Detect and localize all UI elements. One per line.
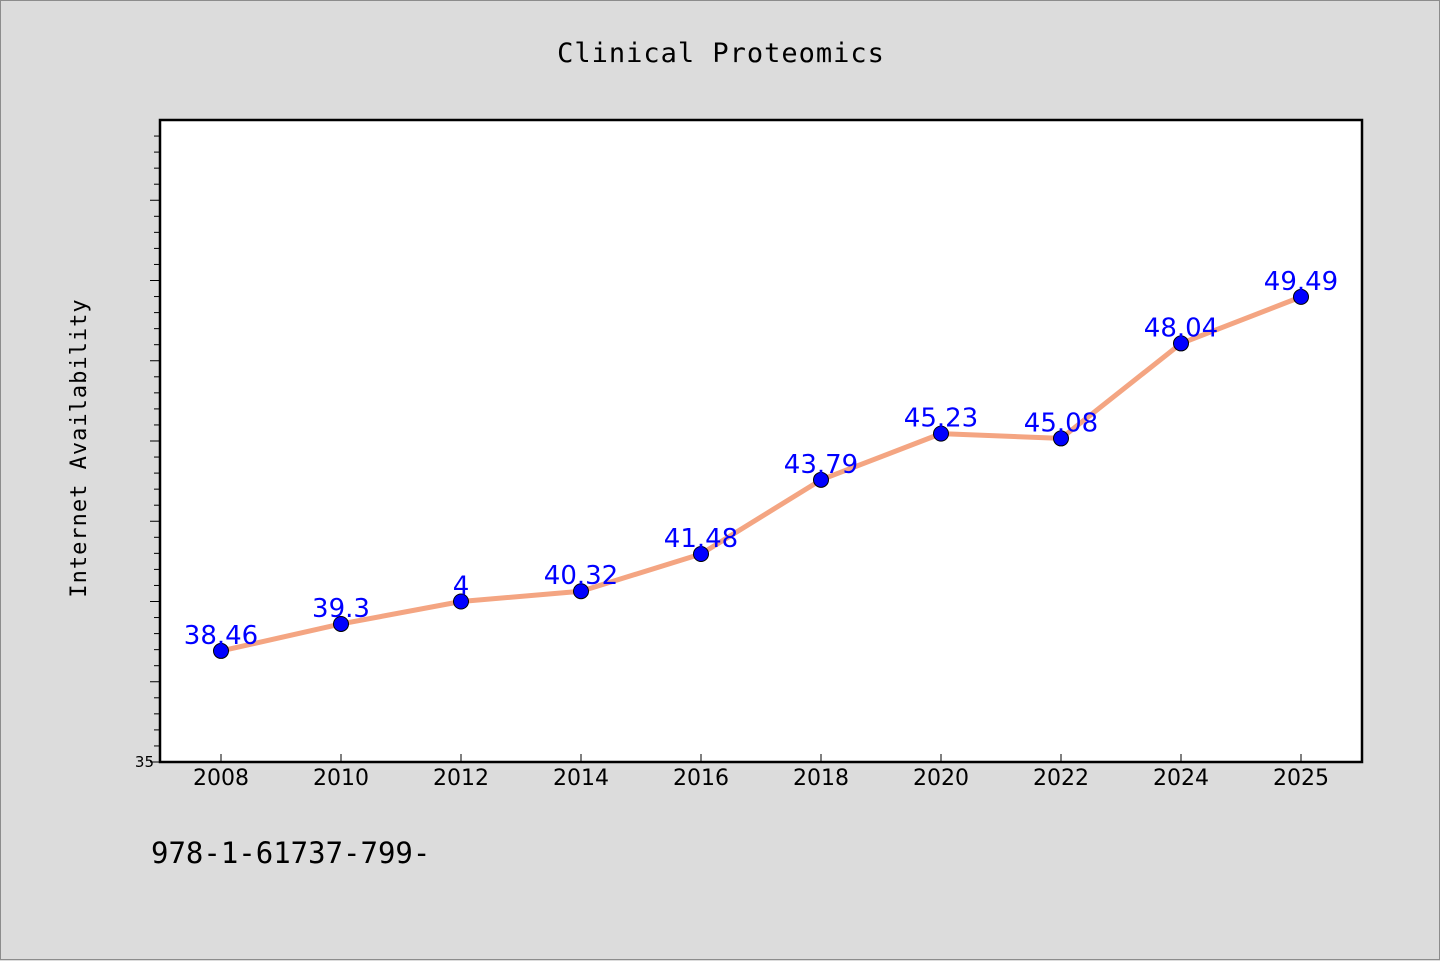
x-tick-label: 2022 [1033,766,1089,791]
data-point [1053,430,1069,447]
y-axis-ticks: 35 [135,135,160,771]
data-point [933,425,949,442]
x-tick-label: 2024 [1153,766,1209,791]
data-label: 39.3 [312,594,370,624]
x-tick-label: 2010 [313,766,369,791]
x-tick-label: 2014 [553,766,609,791]
x-tick-label: 2018 [793,766,849,791]
data-point [693,545,709,562]
data-label: 43.79 [784,450,858,480]
data-label: 41.48 [664,524,738,554]
x-tick-label: 2025 [1273,766,1329,791]
x-tick-label: 2008 [193,766,249,791]
plot-area [158,118,1364,764]
data-point [573,583,589,600]
data-label: 40.32 [544,561,618,591]
data-label: 45.23 [904,404,978,434]
data-label: 4 [453,572,470,602]
data-point [333,615,349,632]
x-tick-label: 2016 [673,766,729,791]
data-point [813,471,829,488]
data-point [1173,335,1189,352]
data-label: 45.08 [1024,408,1098,438]
data-point [453,593,469,610]
y-tick-label: 35 [135,753,154,771]
chart-title: Clinical Proteomics [557,38,885,69]
series-layer: 38.46 39.3 4 40.32 41.48 43.79 45.23 45.08 48.04… [184,267,1338,659]
data-point [1293,288,1309,305]
x-tick-label: 2020 [913,766,969,791]
data-label: 49.49 [1264,267,1338,297]
data-label: 48.04 [1144,313,1218,343]
series-line [218,294,1304,654]
data-point [213,642,229,659]
x-axis-ticks: 2008 2010 2012 2014 2016 2018 2020 2022 2024 2025 [193,754,1329,791]
y-axis-label: Internet Availability [67,298,92,597]
x-tick-label: 2012 [433,766,489,791]
data-label: 38.46 [184,621,258,651]
footer-text: 978-1-61737-799- [151,836,430,870]
